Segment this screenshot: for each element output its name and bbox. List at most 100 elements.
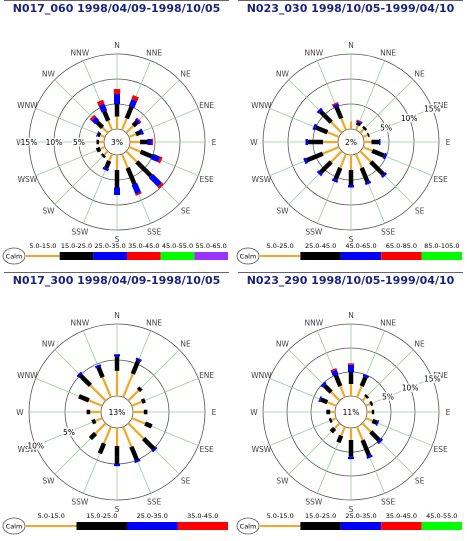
bar-ne-bin-2: [137, 120, 139, 122]
calm-percent-label: 3%: [111, 138, 123, 147]
legend-swatch-2: [93, 252, 127, 260]
bar-sse-bin-2: [369, 456, 370, 458]
bar-sse-bin-0: [356, 154, 362, 168]
spoke-sw: [55, 151, 108, 204]
bar-ese-bin-1: [372, 421, 376, 423]
ring-label-10: 10%: [401, 114, 418, 123]
bar-sse-bin-1: [363, 440, 369, 456]
legend-calm-label: Calm: [6, 253, 23, 261]
bar-nw-bin-1: [97, 122, 102, 127]
bar-se-bin-1: [371, 432, 379, 440]
bar-se-bin-2: [154, 449, 156, 451]
bar-wnw-bin-2: [314, 127, 316, 128]
bar-se-bin-0: [362, 423, 370, 431]
bar-ne-bin-1: [133, 122, 137, 126]
legend-swatch-2: [127, 522, 178, 530]
bar-sw-bin-0: [335, 423, 340, 428]
bar-nnw-bin-3: [100, 101, 102, 105]
bar-sse-bin-2: [134, 184, 138, 193]
direction-label-n: N: [114, 41, 120, 50]
bar-nne-bin-0: [356, 125, 358, 130]
bar-se-bin-3: [160, 185, 162, 187]
bar-ne-bin-0: [362, 397, 365, 400]
bar-ene-bin-0: [366, 404, 370, 406]
direction-label-e: E: [212, 408, 217, 417]
direction-label-e: E: [446, 138, 451, 147]
bar-nne-bin-1: [358, 123, 359, 125]
bar-ssw-bin-0: [104, 427, 111, 444]
direction-label-nw: NW: [42, 339, 56, 348]
direction-label-ese: ESE: [433, 445, 447, 454]
direction-label-se: SE: [181, 207, 191, 216]
bar-ssw-bin-1: [106, 161, 109, 168]
bar-sw-bin-2: [319, 172, 321, 174]
bar-nw-bin-1: [80, 375, 90, 385]
legend-swatch-4: [161, 252, 195, 260]
legend-bin-label-1: 25.0-45.0: [305, 242, 336, 250]
direction-label-sse: SSE: [147, 228, 162, 237]
bar-sw-bin-1: [331, 428, 334, 431]
legend-swatch-2: [341, 252, 381, 260]
bar-nne-bin-0: [357, 386, 362, 397]
direction-label-ne: NE: [414, 339, 425, 348]
direction-label-wnw: WNW: [17, 371, 38, 380]
direction-label-ne: NE: [414, 69, 425, 78]
ring-label-5: 5%: [382, 393, 394, 402]
bar-se-bin-2: [151, 176, 160, 185]
bar-ene-bin-1: [136, 132, 141, 134]
bar-sse-bin-0: [123, 427, 131, 447]
bar-wnw-bin-0: [327, 132, 339, 137]
spoke-nne: [356, 61, 385, 130]
legend-bin-label-3: 35.0-45.0: [187, 512, 218, 520]
legend-swatch-3: [381, 252, 421, 260]
bar-ese-bin-0: [363, 147, 372, 151]
bar-nnw-bin-0: [103, 377, 111, 397]
direction-label-nne: NNE: [380, 318, 396, 327]
labels-layer: NNNENEENEEESESESSESSSWSWWSWWWNWNWNNW5%10…: [250, 41, 450, 244]
legend-bin-label-1: 15.0-25.0: [86, 512, 117, 520]
bar-nnw-bin-2: [336, 105, 337, 107]
bar-ne-bin-0: [360, 129, 364, 133]
bar-nne-bin-1: [127, 107, 132, 119]
ring-label-10: 10%: [402, 384, 419, 393]
bar-nw-bin-0: [103, 128, 108, 133]
direction-label-nnw: NNW: [71, 318, 90, 327]
bar-ene-bin-1: [142, 400, 145, 401]
bar-nw-bin-2: [79, 374, 81, 376]
direction-label-n: N: [348, 41, 354, 50]
bar-sse-bin-0: [122, 154, 128, 168]
spoke-wsw: [36, 147, 105, 176]
spoke-ene: [366, 378, 433, 406]
ring-label-5: 5%: [380, 123, 392, 132]
direction-label-ese: ESE: [199, 445, 213, 454]
direction-label-se: SE: [415, 207, 425, 216]
bar-nnw-bin-1: [104, 112, 108, 121]
legend-swatch-0: [260, 255, 300, 257]
legend-swatch-1: [300, 522, 340, 530]
bar-wnw-bin-1: [79, 396, 89, 400]
labels-layer: NNNENEENEEESESESSESSSWSWWSWWWNWNWNNW5%10…: [16, 41, 216, 244]
bar-nw-bin-0: [331, 122, 342, 133]
labels-layer: NNNENEENEEESESESSESSSWSWWSWWWNWNWNNW5%10…: [16, 311, 216, 514]
bar-ne-bin-0: [126, 126, 133, 133]
bar-sw-bin-1: [103, 155, 105, 157]
bar-ene-bin-0: [132, 402, 142, 406]
legend-swatch-3: [381, 522, 421, 530]
bar-ssw-bin-1: [100, 443, 104, 453]
bar-nw-bin-0: [90, 385, 105, 400]
bar-wsw-bin-1: [92, 421, 95, 422]
legend-calm-label: Calm: [240, 523, 257, 531]
bar-ese-bin-0: [132, 418, 145, 424]
direction-label-ese: ESE: [433, 175, 447, 184]
bar-ese-bin-2: [384, 156, 386, 157]
calm-percent-label: 13%: [109, 408, 126, 417]
bar-ese-bin-1: [145, 424, 152, 427]
bar-ssw-bin-0: [109, 154, 112, 161]
legend-bin-label-3: 35.0-45.0: [128, 242, 159, 250]
direction-label-nw: NW: [276, 339, 290, 348]
bar-wsw-bin-0: [100, 147, 105, 149]
